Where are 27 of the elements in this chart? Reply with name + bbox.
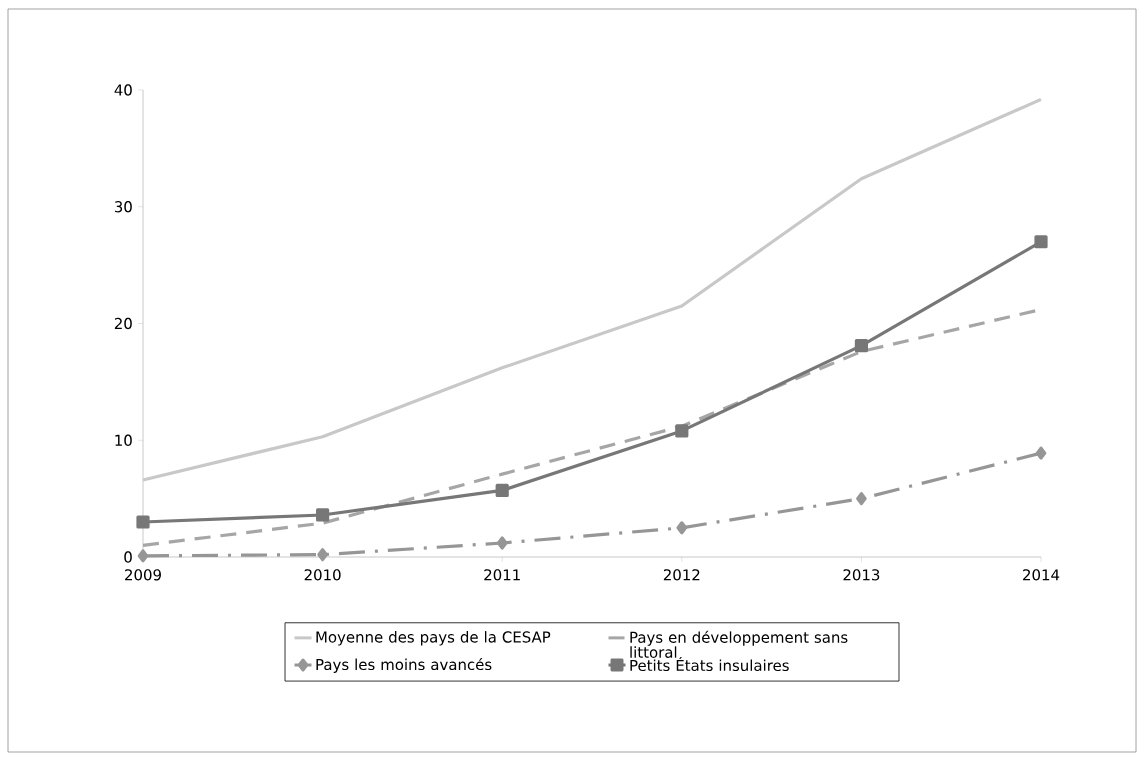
point [1035,446,1047,460]
x-tick-label: 2013 [843,569,880,581]
point [137,549,149,563]
legend-label: Moyenne des pays de la CESAP [316,631,551,646]
legend-label: Pays les moins avancés [316,657,492,673]
point [495,483,509,498]
line-series [141,97,1043,482]
legend-label: Pays en développement sans littoral [630,630,848,658]
point [316,508,330,522]
point [676,521,688,535]
x-tick-label: 2012 [663,569,700,581]
y-tick-label: 0 [124,551,132,563]
x-tick-label: 2014 [1023,569,1060,581]
point [854,339,869,353]
y-tick-label: 30 [114,201,132,213]
point [856,492,867,506]
x-tick-label: 2011 [484,569,520,581]
y-tick-label: 40 [114,84,132,96]
x-tick-label: 2009 [125,569,161,581]
point [675,424,689,438]
point [136,515,150,529]
point [496,536,508,550]
point [1034,235,1048,249]
point [317,548,328,562]
y-tick-label: 10 [115,434,132,446]
y-tick-label: 20 [114,317,132,330]
x-tick-label: 2010 [304,569,341,581]
